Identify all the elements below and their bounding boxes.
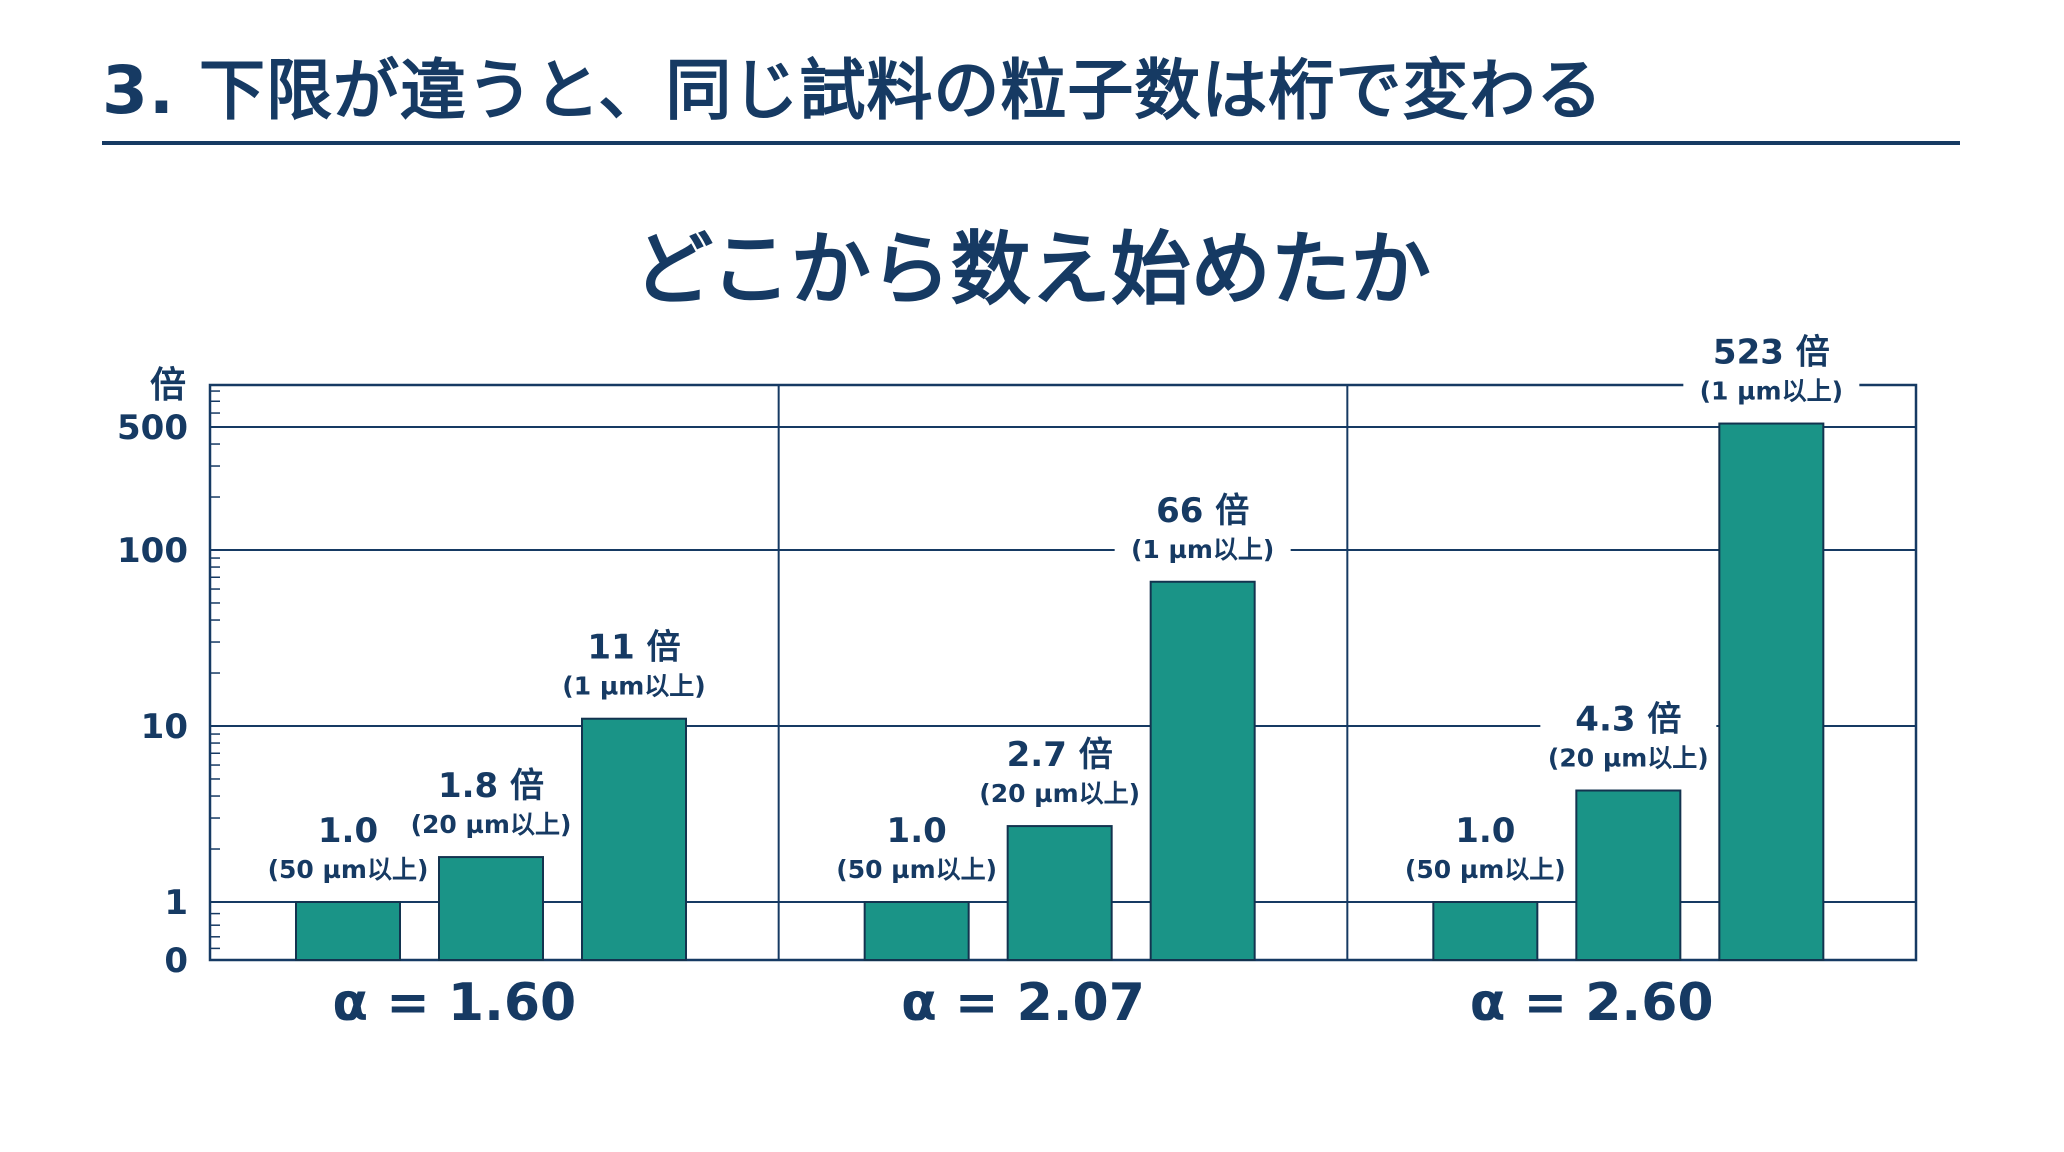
bar-range-label: (20 µm以上) <box>411 810 572 839</box>
bar-range-label: (1 µm以上) <box>1700 377 1843 406</box>
label-background <box>1683 329 1860 406</box>
bar-value-label: 66 倍 <box>1156 491 1249 531</box>
group-label: α = 2.60 <box>1470 973 1714 1033</box>
bar-range-label: (1 µm以上) <box>562 672 705 701</box>
y-tick-label: 100 <box>117 531 188 571</box>
y-axis-label: 倍 <box>150 365 186 406</box>
bar-range-label: (50 µm以上) <box>836 855 997 884</box>
bar <box>863 901 970 961</box>
group-label: α = 2.07 <box>901 973 1145 1033</box>
chart-title: どこから数え始めたか <box>633 223 1431 316</box>
title-divider <box>102 141 1960 145</box>
bar <box>1718 422 1825 961</box>
bar-value-label: 4.3 倍 <box>1575 700 1681 740</box>
group-label: α = 1.60 <box>332 973 576 1033</box>
bar-range-label: (50 µm以上) <box>268 855 429 884</box>
bar-value-label: 1.8 倍 <box>438 766 544 806</box>
bar-value-label: 11 倍 <box>587 628 680 668</box>
bar <box>581 717 687 962</box>
bar-range-label: (1 µm以上) <box>1131 535 1274 564</box>
slide-title: 3. 下限が違うと、同じ試料の粒子数は桁で変わる <box>102 52 1604 129</box>
bar <box>295 901 401 961</box>
label-background <box>403 763 579 840</box>
label-background <box>1114 487 1291 564</box>
bar <box>438 856 544 961</box>
bar-value-label: 1.0 <box>887 811 947 851</box>
y-tick-label: 0 <box>164 941 188 981</box>
label-background <box>971 732 1148 809</box>
bar <box>1006 825 1113 961</box>
bar-value-label: 1.0 <box>1455 811 1515 851</box>
y-tick-label: 500 <box>117 408 188 448</box>
bar <box>1149 580 1256 961</box>
bar-range-label: (20 µm以上) <box>979 779 1140 808</box>
bar-range-label: (50 µm以上) <box>1405 855 1566 884</box>
y-tick-label: 1 <box>164 883 188 923</box>
label-background <box>1397 808 1574 884</box>
label-background <box>546 624 722 701</box>
y-tick-label: 10 <box>141 707 188 747</box>
bar <box>1575 789 1682 961</box>
bar-value-label: 1.0 <box>318 811 378 851</box>
label-background <box>1540 696 1717 773</box>
bar-value-label: 523 倍 <box>1713 333 1830 373</box>
bar-value-label: 2.7 倍 <box>1007 735 1113 775</box>
bar <box>1432 901 1539 961</box>
label-background <box>828 808 1005 884</box>
bar-range-label: (20 µm以上) <box>1548 744 1709 773</box>
